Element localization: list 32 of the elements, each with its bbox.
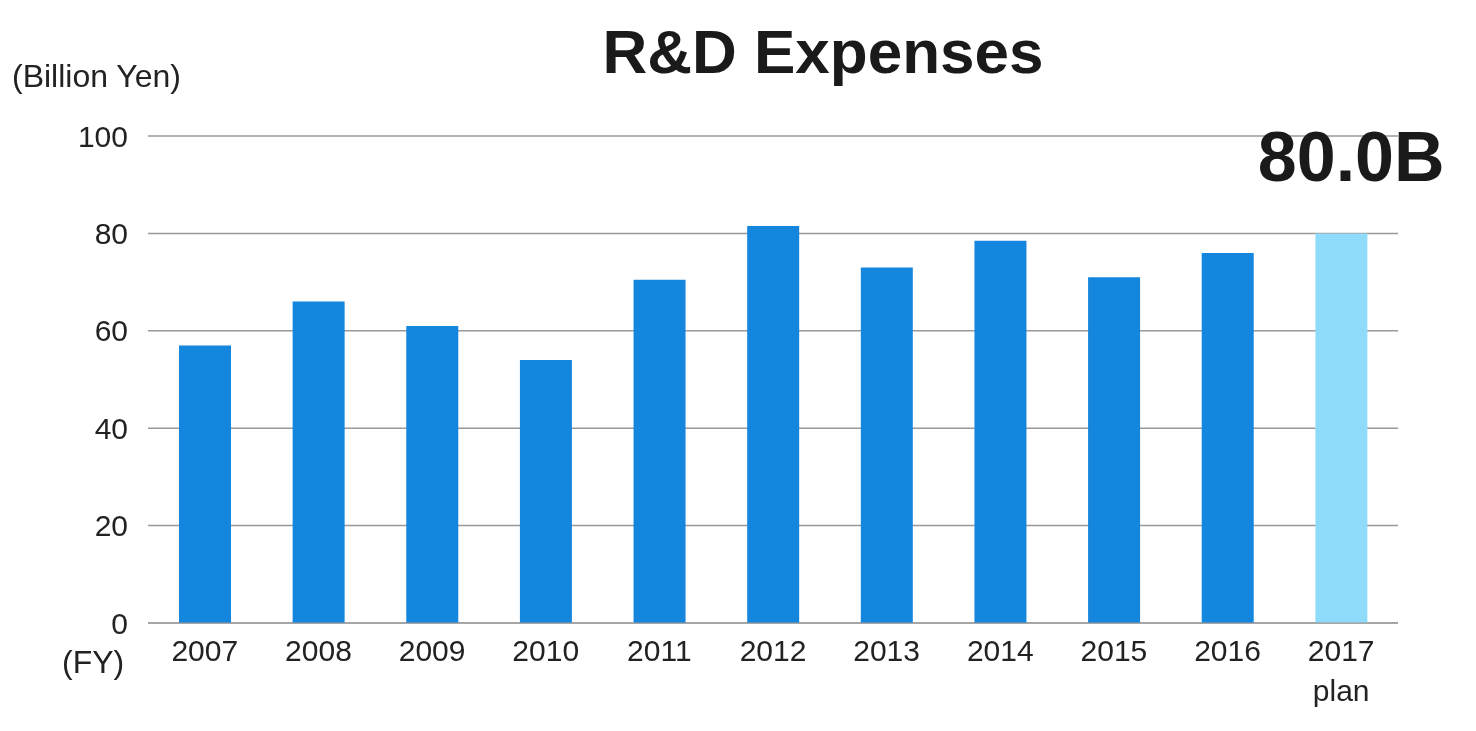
bar [292,301,345,623]
bar [406,325,459,623]
x-tick-label: 2009 [398,634,466,667]
chart-title: R&D Expenses [602,17,1044,86]
bar [179,345,231,623]
bar [1088,277,1141,623]
x-tick-label: 2013 [853,634,921,667]
x-tick-label: 2008 [285,634,352,667]
x-axis-title: (FY) [62,644,125,681]
x-tick-label: 2010 [512,634,580,667]
x-tick-label: 2014 [966,634,1034,667]
y-tick-label: 0 [111,606,128,640]
y-tick-label: 40 [94,411,128,445]
y-tick-label: 100 [77,119,128,153]
bar [860,267,913,623]
y-tick-label: 20 [94,509,128,543]
x-tick-label: 2017 plan [1307,634,1375,707]
x-tick-label: 2012 [739,634,807,667]
bar [519,360,572,623]
bar [1201,252,1254,623]
bar [974,240,1027,623]
bar [1315,233,1368,623]
bar [747,226,800,623]
bar [633,279,686,623]
x-tick-label: 2011 [627,634,692,667]
annotation: 80.0B [1257,118,1445,197]
y-axis-title: (Billion Yen) [12,58,181,95]
x-tick-label: 2015 [1080,634,1148,667]
x-tick-label: 2007 [171,634,239,667]
x-tick-label: 2016 [1194,634,1261,667]
y-tick-label: 80 [94,217,128,251]
y-tick-label: 60 [94,314,128,348]
